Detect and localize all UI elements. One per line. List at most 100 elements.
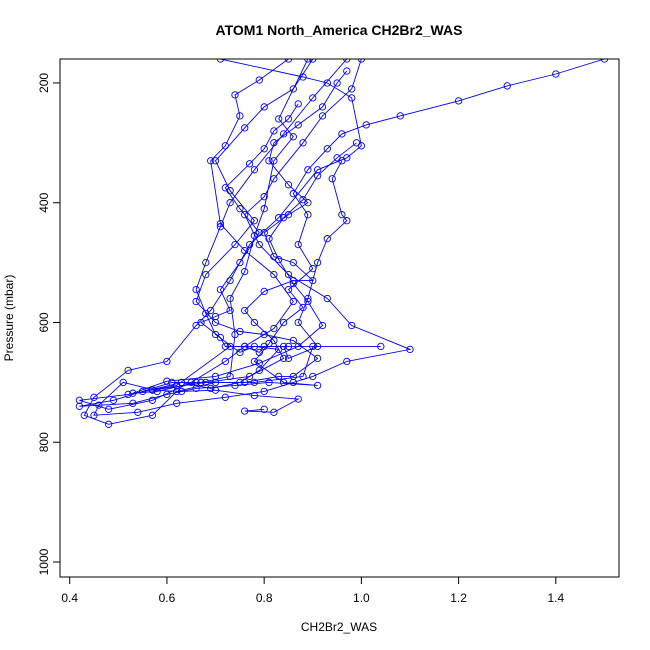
data-point bbox=[250, 391, 259, 400]
data-point bbox=[226, 294, 234, 303]
data-point bbox=[304, 294, 312, 303]
series-line bbox=[200, 103, 348, 359]
data-point bbox=[216, 285, 225, 294]
data-point bbox=[333, 79, 341, 87]
data-point bbox=[284, 115, 293, 123]
data-point bbox=[313, 342, 322, 351]
data-point bbox=[226, 306, 234, 315]
data-point bbox=[173, 399, 181, 407]
data-point bbox=[309, 59, 317, 63]
data-point bbox=[211, 157, 220, 165]
data-point bbox=[260, 387, 268, 396]
data-point bbox=[275, 115, 283, 123]
data-point bbox=[270, 157, 278, 165]
data-point bbox=[148, 411, 157, 419]
data-point bbox=[260, 103, 268, 111]
data-point bbox=[221, 342, 229, 351]
series-line bbox=[132, 59, 357, 394]
data-point bbox=[207, 384, 215, 393]
data-point bbox=[323, 294, 331, 303]
data-point bbox=[90, 393, 98, 401]
data-point bbox=[260, 205, 268, 213]
data-point bbox=[328, 175, 336, 183]
data-point bbox=[284, 59, 293, 63]
data-point bbox=[221, 357, 229, 366]
data-point bbox=[309, 94, 317, 102]
data-point bbox=[343, 217, 351, 225]
chart-title: ATOM1 North_America CH2Br2_WAS bbox=[216, 22, 463, 38]
x-axis-label: CH2Br2_WAS bbox=[301, 620, 377, 634]
data-point bbox=[231, 91, 239, 99]
data-point bbox=[104, 420, 113, 428]
x-tick-label: 1.4 bbox=[547, 591, 564, 605]
data-point bbox=[192, 285, 200, 294]
x-tick-label: 0.4 bbox=[61, 591, 78, 605]
data-point bbox=[202, 378, 210, 387]
data-point bbox=[250, 342, 259, 351]
data-point bbox=[138, 387, 147, 396]
data-point bbox=[270, 127, 278, 135]
data-point bbox=[318, 103, 327, 111]
data-point bbox=[294, 395, 302, 403]
data-point bbox=[357, 59, 366, 63]
data-point bbox=[313, 172, 322, 180]
data-point bbox=[207, 157, 215, 165]
data-point bbox=[406, 345, 414, 354]
data-point bbox=[260, 145, 268, 153]
data-point bbox=[270, 252, 278, 261]
data-point bbox=[299, 139, 307, 147]
data-point bbox=[284, 285, 293, 294]
data-point bbox=[284, 354, 293, 363]
data-point bbox=[216, 59, 225, 63]
data-point bbox=[318, 321, 327, 330]
data-point bbox=[250, 378, 259, 387]
data-point bbox=[600, 59, 609, 63]
data-point bbox=[454, 97, 463, 105]
data-point bbox=[338, 157, 346, 165]
data-point bbox=[323, 145, 331, 153]
data-point bbox=[396, 112, 404, 120]
data-point bbox=[323, 79, 331, 87]
data-point bbox=[241, 267, 249, 276]
data-point bbox=[255, 359, 263, 367]
data-point bbox=[260, 193, 268, 201]
plot-frame bbox=[59, 58, 620, 578]
x-tick-label: 1.2 bbox=[450, 591, 467, 605]
data-point bbox=[279, 342, 288, 351]
data-point bbox=[202, 258, 210, 267]
data-point bbox=[270, 408, 278, 416]
data-point bbox=[289, 190, 297, 198]
data-point bbox=[221, 184, 229, 192]
x-axis: 0.4 0.6 0.8 1.0 1.2 1.4 bbox=[61, 577, 564, 605]
data-point bbox=[265, 235, 273, 243]
data-point bbox=[153, 387, 161, 396]
data-point bbox=[343, 357, 351, 366]
data-point bbox=[304, 59, 312, 63]
x-tick-label: 0.8 bbox=[256, 591, 273, 605]
data-point bbox=[377, 342, 385, 351]
data-point bbox=[284, 181, 293, 189]
data-point bbox=[250, 166, 259, 174]
data-point bbox=[129, 399, 137, 407]
data-point bbox=[255, 76, 263, 84]
data-point bbox=[260, 229, 268, 237]
series-line bbox=[152, 70, 348, 413]
data-point bbox=[318, 112, 327, 120]
data-point bbox=[124, 366, 132, 375]
data-point bbox=[255, 240, 263, 249]
data-point bbox=[129, 389, 137, 397]
data-point bbox=[236, 348, 244, 357]
data-point bbox=[348, 94, 356, 102]
data-point bbox=[284, 270, 293, 279]
data-point bbox=[309, 342, 317, 351]
data-point bbox=[289, 133, 297, 141]
data-point bbox=[80, 411, 88, 419]
data-point bbox=[119, 378, 127, 387]
data-point bbox=[163, 377, 171, 385]
data-point bbox=[265, 378, 273, 387]
data-point bbox=[313, 258, 322, 267]
data-point bbox=[250, 217, 259, 225]
data-point bbox=[148, 396, 157, 404]
y-axis: 200 400 600 800 1000 bbox=[37, 73, 60, 575]
